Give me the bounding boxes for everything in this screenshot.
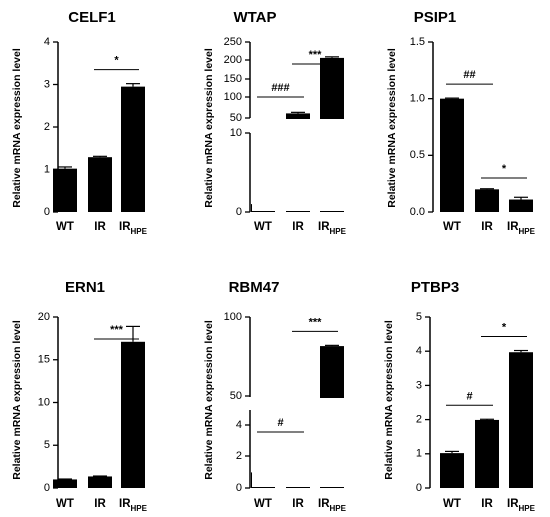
y-axis-label: Relative mRNA expression level: [11, 320, 23, 480]
chart-title: WTAP: [233, 9, 276, 26]
x-tick-label: IR: [94, 498, 106, 510]
axis-break-gap: [252, 398, 358, 487]
y-tick-label: 0.5: [410, 149, 425, 161]
chart-title: PTBP3: [411, 279, 459, 296]
bar-wt: [53, 168, 77, 212]
y-axis-label: Relative mRNA expression level: [383, 320, 395, 480]
bar-ir-hpe: [509, 199, 533, 212]
y-tick-label: 3: [44, 78, 50, 90]
significance-label: ##: [463, 69, 475, 81]
y-tick-label: 1: [44, 163, 50, 175]
y-tick-label: 0: [44, 206, 50, 218]
bar-ir-hpe: [121, 341, 145, 488]
bar-ir: [475, 419, 499, 488]
y-tick-label: 4: [236, 419, 242, 431]
bar-ir: [475, 189, 499, 212]
x-tick-label: IRHPE: [318, 498, 347, 513]
bar-ir: [88, 476, 112, 488]
x-tick-label: IRHPE: [318, 221, 347, 236]
x-tick-label: WT: [56, 498, 74, 510]
significance-label: *: [502, 322, 507, 334]
x-tick-label: IR: [94, 221, 106, 233]
chart-panel-wtap: WTAP Relative mRNA expression level 0 10 50 1…: [203, 9, 358, 236]
y-tick-label: 100: [224, 91, 242, 103]
x-tick-label: IRHPE: [119, 221, 148, 236]
x-tick-label: WT: [254, 498, 272, 510]
chart-panel-celf1: CELF1 Relative mRNA expression level 0 1 2 3 4…: [11, 9, 148, 236]
y-tick-label: 20: [38, 311, 50, 323]
significance-label: #: [466, 390, 472, 402]
y-tick-label: 4: [44, 36, 50, 48]
chart-panel-rbm47: RBM47 Relative mRNA expression level 0 2 4 50…: [203, 279, 358, 513]
x-tick-label: IRHPE: [119, 498, 148, 513]
x-tick-label: IR: [292, 498, 304, 510]
y-tick-label: 0: [236, 482, 242, 494]
y-tick-label: 4: [416, 345, 422, 357]
y-tick-label: 50: [230, 112, 242, 124]
y-axis-label: Relative mRNA expression level: [203, 48, 215, 208]
y-tick-label: 0: [44, 482, 50, 494]
y-tick-label: 2: [416, 414, 422, 426]
chart-title: RBM47: [229, 279, 280, 296]
y-tick-label: 0: [236, 206, 242, 218]
y-tick-label: 2: [44, 121, 50, 133]
y-tick-label: 1.5: [410, 36, 425, 48]
significance-label: *: [502, 163, 507, 175]
y-axis-label: Relative mRNA expression level: [386, 48, 398, 208]
x-tick-label: WT: [443, 221, 461, 233]
x-tick-label: WT: [254, 221, 272, 233]
axis-break-gap: [252, 119, 358, 211]
y-tick-label: 1: [416, 448, 422, 460]
chart-panel-psip1: PSIP1 Relative mRNA expression level 0.0 0.…: [386, 9, 536, 236]
bar-ir-hpe: [121, 86, 145, 212]
significance-label: ***: [309, 49, 323, 61]
x-tick-label: IR: [481, 221, 493, 233]
bar-wt: [440, 453, 464, 488]
bar-ir-hpe: [509, 352, 533, 488]
y-tick-label: 10: [230, 127, 242, 139]
chart-title: CELF1: [68, 9, 116, 26]
y-tick-label: 250: [224, 36, 242, 48]
x-tick-label: IRHPE: [507, 498, 536, 513]
y-tick-label: 15: [38, 354, 50, 366]
y-tick-label: 5: [416, 311, 422, 323]
y-tick-label: 0.0: [410, 206, 425, 218]
bar-wt: [53, 479, 77, 488]
y-tick-label: 1.0: [410, 93, 425, 105]
chart-title: ERN1: [65, 279, 105, 296]
x-tick-label: IR: [292, 221, 304, 233]
bar-wt: [440, 98, 464, 212]
chart-panel-ptbp3: PTBP3 Relative mRNA expression level 0 1 2 3 4…: [383, 279, 536, 513]
chart-title: PSIP1: [414, 9, 457, 26]
y-tick-label: 5: [44, 439, 50, 451]
y-tick-label: 0: [416, 482, 422, 494]
y-axis-label: Relative mRNA expression level: [11, 48, 23, 208]
bar-ir: [88, 157, 112, 212]
y-tick-label: 3: [416, 379, 422, 391]
x-tick-label: IRHPE: [507, 221, 536, 236]
chart-panel-ern1: ERN1 Relative mRNA expression level 0 5 10 15…: [11, 279, 148, 513]
significance-label: #: [277, 417, 283, 429]
significance-label: ###: [271, 82, 289, 94]
y-axis-label: Relative mRNA expression level: [203, 320, 215, 480]
x-tick-label: WT: [56, 221, 74, 233]
significance-label: ***: [110, 324, 124, 336]
y-tick-label: 200: [224, 54, 242, 66]
significance-label: ***: [309, 316, 323, 328]
x-tick-label: WT: [443, 498, 461, 510]
y-tick-label: 2: [236, 450, 242, 462]
y-tick-label: 100: [224, 311, 242, 323]
y-tick-label: 150: [224, 73, 242, 85]
y-tick-label: 50: [230, 390, 242, 402]
significance-label: *: [114, 55, 119, 67]
y-tick-label: 10: [38, 396, 50, 408]
x-tick-label: IR: [481, 498, 493, 510]
